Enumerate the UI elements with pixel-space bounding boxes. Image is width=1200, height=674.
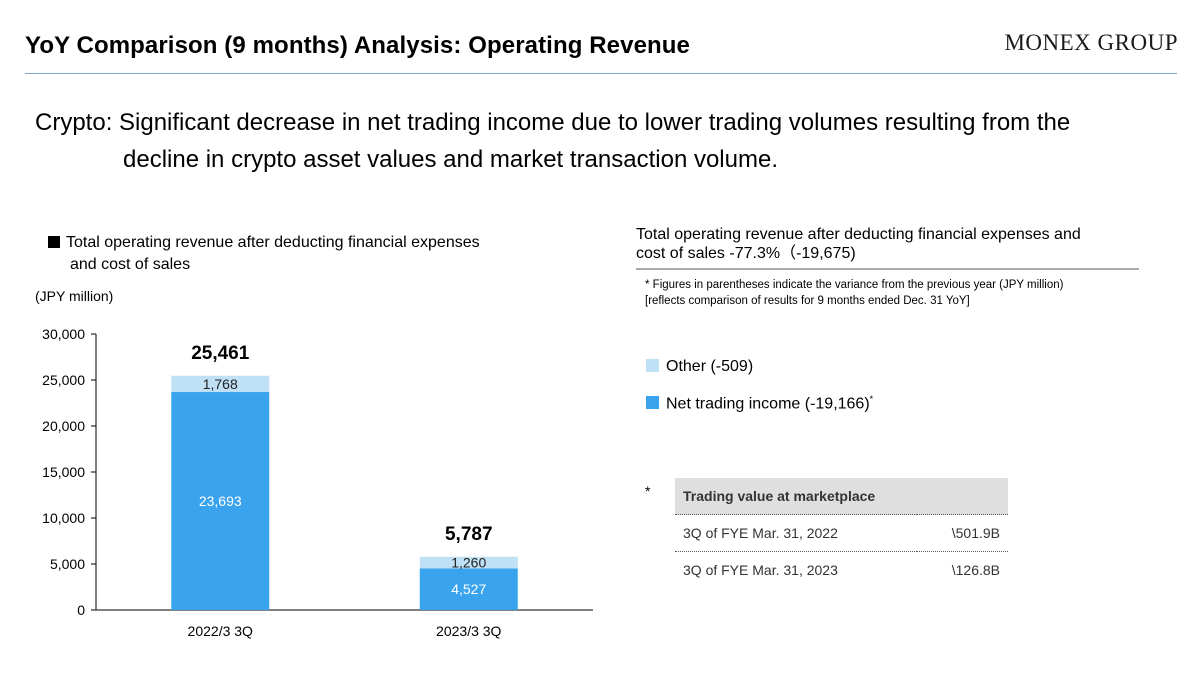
square-bullet-icon: [48, 236, 60, 248]
table-cell-value: \501.9B: [916, 514, 1008, 552]
subtitle-line-2: decline in crypto asset values and marke…: [123, 146, 778, 173]
brand-logo: MONEX GROUP: [1004, 30, 1178, 55]
table-footnote-marker: *: [645, 483, 651, 499]
y-tick-label: 0: [77, 602, 85, 618]
chart-title-line-1: Total operating revenue after deducting …: [66, 234, 480, 251]
summary-divider: [636, 268, 1139, 270]
y-tick-label: 10,000: [42, 510, 85, 526]
y-tick-label: 20,000: [42, 418, 85, 434]
chart-title-line-2: and cost of sales: [70, 256, 191, 273]
legend-label-net-trading: Net trading income (-19,166): [666, 395, 870, 413]
table-cell-period: 3Q of FYE Mar. 31, 2022: [675, 514, 917, 552]
footnote-line-2: [reflects comparison of results for 9 mo…: [645, 295, 970, 307]
y-tick-label: 15,000: [42, 464, 85, 480]
table-cell-value: \126.8B: [951, 562, 1000, 578]
y-tick-label: 25,000: [42, 372, 85, 388]
data-label-total: 5,787: [445, 524, 493, 545]
summary-line-1: Total operating revenue after deducting …: [636, 226, 1081, 243]
data-label-net-trading-income: 23,693: [199, 493, 242, 509]
chart-title: Total operating revenue after deducting …: [48, 232, 480, 276]
summary-text: Total operating revenue after deducting …: [636, 225, 1081, 263]
legend-swatch-net-trading: [646, 396, 659, 410]
legend-footnote-marker: *: [869, 394, 874, 404]
page-subtitle: Crypto: Significant decrease in net trad…: [35, 104, 1070, 178]
legend-item-other: Other (-509): [646, 358, 873, 378]
table-row: 3Q of FYE Mar. 31, 2023 \126.8B: [675, 552, 1008, 589]
table-cell-period: 3Q of FYE Mar. 31, 2023: [683, 562, 838, 578]
footnote: * Figures in parentheses indicate the va…: [645, 277, 1063, 309]
chart-unit-label: (JPY million): [35, 288, 114, 304]
footnote-line-1: * Figures in parentheses indicate the va…: [645, 279, 1064, 291]
revenue-bar-chart: 0 5,000 10,000 15,000 20,000 25,000 30,000 23,6…: [42, 326, 593, 639]
data-label-other: 1,260: [451, 555, 486, 571]
table-header-row: Trading value at marketplace: [675, 478, 1008, 515]
trading-value-table: Trading value at marketplace 3Q of FYE M…: [675, 478, 1008, 588]
header-divider: [25, 73, 1177, 74]
bar-other: [419, 556, 518, 569]
page-title: YoY Comparison (9 months) Analysis: Oper…: [25, 32, 690, 59]
y-tick-label: 5,000: [50, 556, 85, 572]
bar-net-trading-income: [419, 568, 518, 610]
x-category-label: 2023/3 3Q: [436, 623, 501, 639]
bar-other: [171, 375, 270, 393]
table-header: Trading value at marketplace: [675, 478, 1008, 515]
subtitle-line-1: Crypto: Significant decrease in net trad…: [35, 109, 1071, 136]
legend-swatch-other: [646, 359, 659, 372]
summary-line-2: cost of sales -77.3%（-19,675): [636, 245, 856, 262]
legend-item-net-trading: Net trading income (-19,166)*: [646, 394, 873, 414]
data-label-net-trading-income: 4,527: [451, 581, 486, 597]
data-label-other: 1,768: [203, 376, 238, 392]
chart-legend: Other (-509) Net trading income (-19,166…: [646, 358, 873, 430]
table-row: 3Q of FYE Mar. 31, 2022 \501.9B: [675, 514, 1008, 552]
legend-label-other: Other (-509): [666, 358, 754, 375]
x-category-label: 2022/3 3Q: [188, 623, 253, 639]
bar-net-trading-income: [171, 392, 270, 610]
data-label-total: 25,461: [191, 343, 250, 364]
y-tick-label: 30,000: [42, 326, 85, 342]
